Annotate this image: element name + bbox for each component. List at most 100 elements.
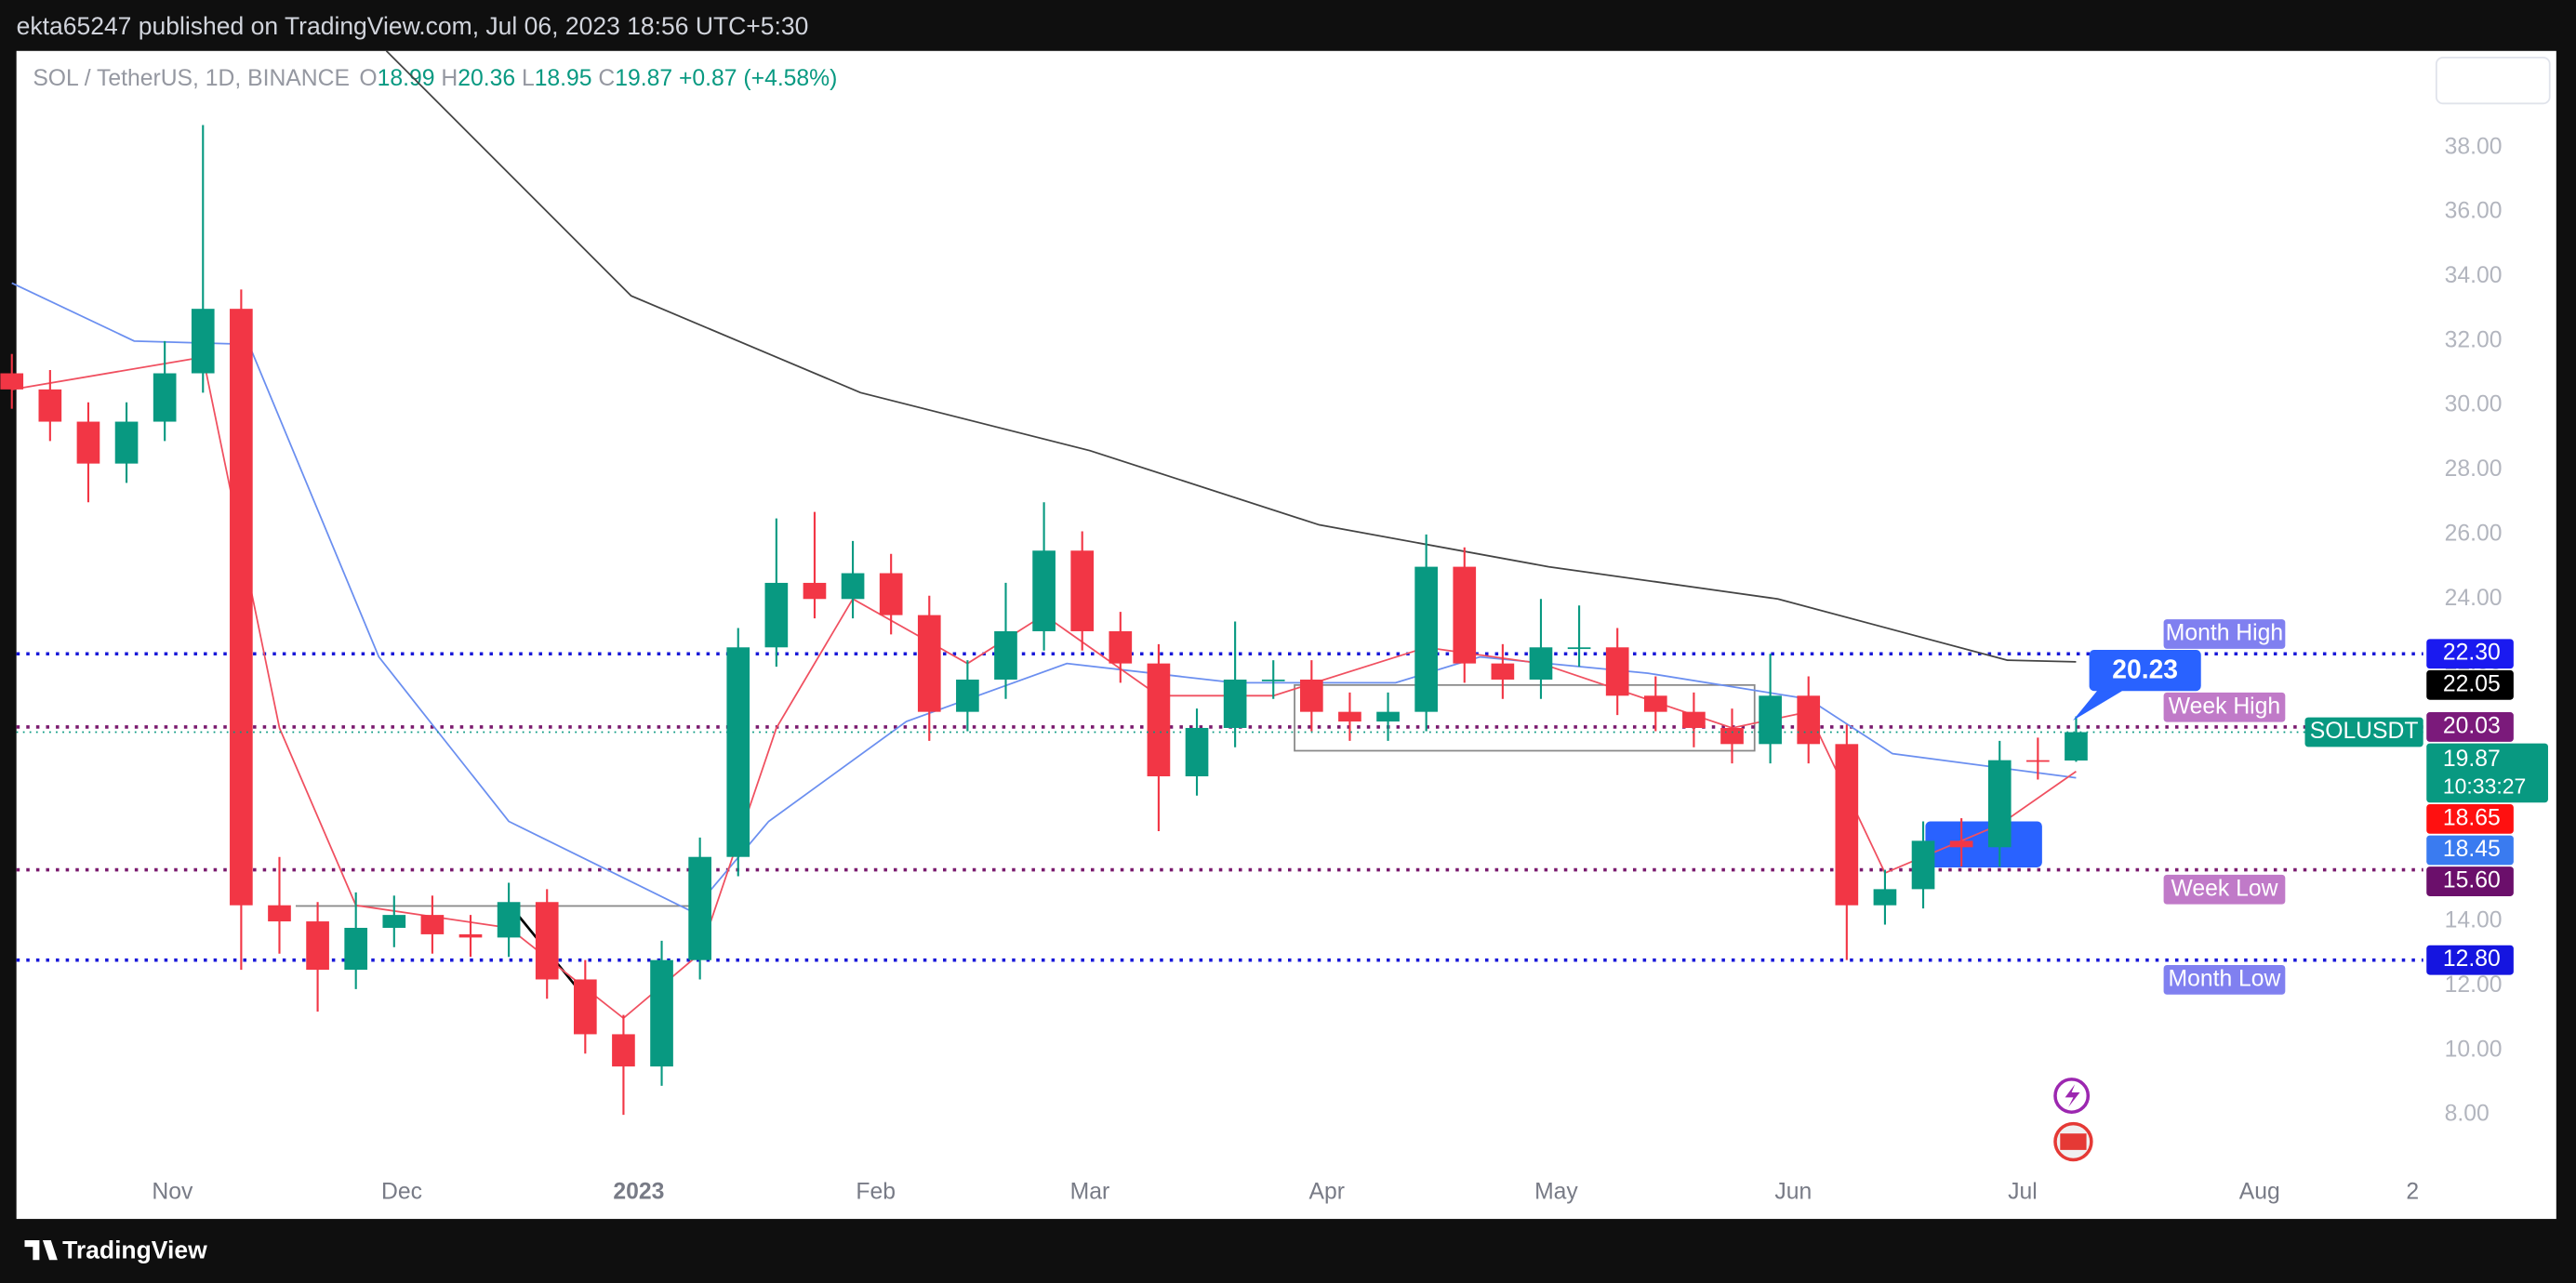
change: +0.87 (+4.58%) bbox=[679, 65, 837, 90]
candle-body bbox=[688, 856, 711, 960]
candle-body bbox=[1453, 566, 1477, 664]
legend: SOL / TetherUS, 1D, BINANCE O18.99 H20.3… bbox=[33, 65, 837, 90]
flag-icon bbox=[2060, 1133, 2087, 1150]
symbol-badge bbox=[2304, 717, 2423, 747]
y-tick-label: 12.00 bbox=[2445, 972, 2503, 998]
y-tick-label: 14.00 bbox=[2445, 908, 2503, 933]
candle-body bbox=[879, 573, 903, 615]
ohlc-key: O bbox=[359, 65, 377, 90]
toolbar-box[interactable] bbox=[2435, 56, 2551, 105]
callout-box bbox=[2089, 650, 2201, 692]
price-badge-label: 15.60 bbox=[2443, 868, 2501, 893]
candle-body bbox=[1261, 679, 1285, 681]
high-value: 20.36 bbox=[458, 65, 515, 90]
candle-body bbox=[1567, 647, 1591, 650]
y-tick-label: 36.00 bbox=[2445, 199, 2503, 224]
ohlc-key: L bbox=[522, 65, 535, 90]
candle-body bbox=[420, 915, 445, 934]
candle-body bbox=[191, 309, 215, 374]
candle-body bbox=[1797, 695, 1821, 745]
countdown: 10:33:27 bbox=[2443, 774, 2526, 798]
candle-body bbox=[1223, 679, 1247, 728]
y-tick-label: 28.00 bbox=[2445, 456, 2503, 482]
moving-average bbox=[11, 282, 2077, 913]
publish-header: ekta65247 published on TradingView.com, … bbox=[17, 12, 809, 40]
candle-body bbox=[535, 902, 559, 980]
candle-body bbox=[1720, 727, 1744, 745]
brand-logo bbox=[24, 1240, 58, 1261]
candle-body bbox=[1605, 647, 1629, 696]
close-value: 19.87 bbox=[615, 65, 672, 90]
price-badge-label: 18.45 bbox=[2443, 837, 2501, 862]
candle-body bbox=[956, 679, 979, 712]
y-tick-label: 8.00 bbox=[2445, 1102, 2490, 1127]
x-tick-label: 2 bbox=[2406, 1179, 2419, 1204]
candle-body bbox=[841, 573, 865, 600]
x-tick-label: Nov bbox=[152, 1179, 193, 1204]
symbol-label: SOLUSDT bbox=[2310, 719, 2419, 744]
callout-pointer bbox=[2072, 684, 2122, 721]
moving-average bbox=[385, 50, 2077, 663]
y-tick-label: 24.00 bbox=[2445, 586, 2503, 611]
candle-body bbox=[497, 902, 521, 938]
candle-body bbox=[1185, 727, 1209, 777]
candle-body bbox=[114, 421, 139, 464]
price-badge-label: 18.65 bbox=[2443, 805, 2501, 830]
candle-body bbox=[1491, 663, 1515, 680]
price-badge bbox=[2426, 712, 2514, 742]
y-tick-label: 26.00 bbox=[2445, 521, 2503, 546]
price-badge bbox=[2426, 945, 2514, 975]
price-badge bbox=[2426, 835, 2514, 866]
y-tick-label: 32.00 bbox=[2445, 327, 2503, 352]
candle-body bbox=[382, 915, 406, 928]
candle-body bbox=[38, 389, 62, 422]
candle-body bbox=[76, 421, 100, 464]
candle-body bbox=[1032, 550, 1056, 631]
y-tick-label: 10.00 bbox=[2445, 1037, 2503, 1062]
candle-body bbox=[726, 647, 750, 857]
ohlc-key: H bbox=[441, 65, 458, 90]
candle-body bbox=[764, 582, 789, 648]
level-label: Week High bbox=[2169, 694, 2280, 719]
level-label: Month High bbox=[2166, 621, 2283, 646]
candle-body bbox=[230, 309, 253, 906]
price-badge bbox=[2426, 639, 2514, 669]
x-tick-label: 2023 bbox=[613, 1179, 664, 1204]
callout-label: 20.23 bbox=[2112, 654, 2178, 683]
price-badge bbox=[2426, 803, 2514, 834]
candle-body bbox=[153, 373, 177, 422]
event-icon[interactable] bbox=[2053, 1078, 2091, 1115]
price-badge-label: 20.03 bbox=[2443, 713, 2501, 738]
level-label-box bbox=[2163, 964, 2286, 995]
level-label-box bbox=[2163, 692, 2286, 722]
price-badge-label: 22.30 bbox=[2443, 641, 2501, 666]
low-value: 18.95 bbox=[535, 65, 592, 90]
symbol-title: SOL / TetherUS, 1D, BINANCE bbox=[33, 65, 350, 90]
candle-body bbox=[1376, 711, 1400, 722]
level-label-box bbox=[2163, 874, 2286, 905]
range-line bbox=[295, 905, 698, 907]
candle-body bbox=[1414, 566, 1438, 712]
candle-body bbox=[1911, 840, 1935, 890]
open-value: 18.99 bbox=[378, 65, 435, 90]
level-label: Month Low bbox=[2168, 966, 2280, 991]
x-tick-label: Jul bbox=[2008, 1179, 2038, 1204]
candle-body bbox=[803, 582, 827, 600]
candle-body bbox=[1949, 840, 1973, 848]
candle-body bbox=[1109, 630, 1133, 664]
candle-body bbox=[917, 615, 941, 712]
candle-body bbox=[1759, 695, 1782, 745]
candle-body bbox=[1835, 744, 1859, 906]
candle-body bbox=[0, 373, 24, 390]
candle-body bbox=[650, 959, 673, 1067]
candle-body bbox=[268, 905, 291, 922]
price-badge bbox=[2426, 743, 2548, 803]
x-tick-label: Mar bbox=[1070, 1179, 1110, 1204]
event-icon-bolt bbox=[2065, 1084, 2080, 1107]
y-tick-label: 30.00 bbox=[2445, 392, 2503, 417]
y-tick-label: 38.00 bbox=[2445, 134, 2503, 159]
candle-body bbox=[2065, 732, 2088, 761]
price-badge bbox=[2426, 669, 2514, 700]
